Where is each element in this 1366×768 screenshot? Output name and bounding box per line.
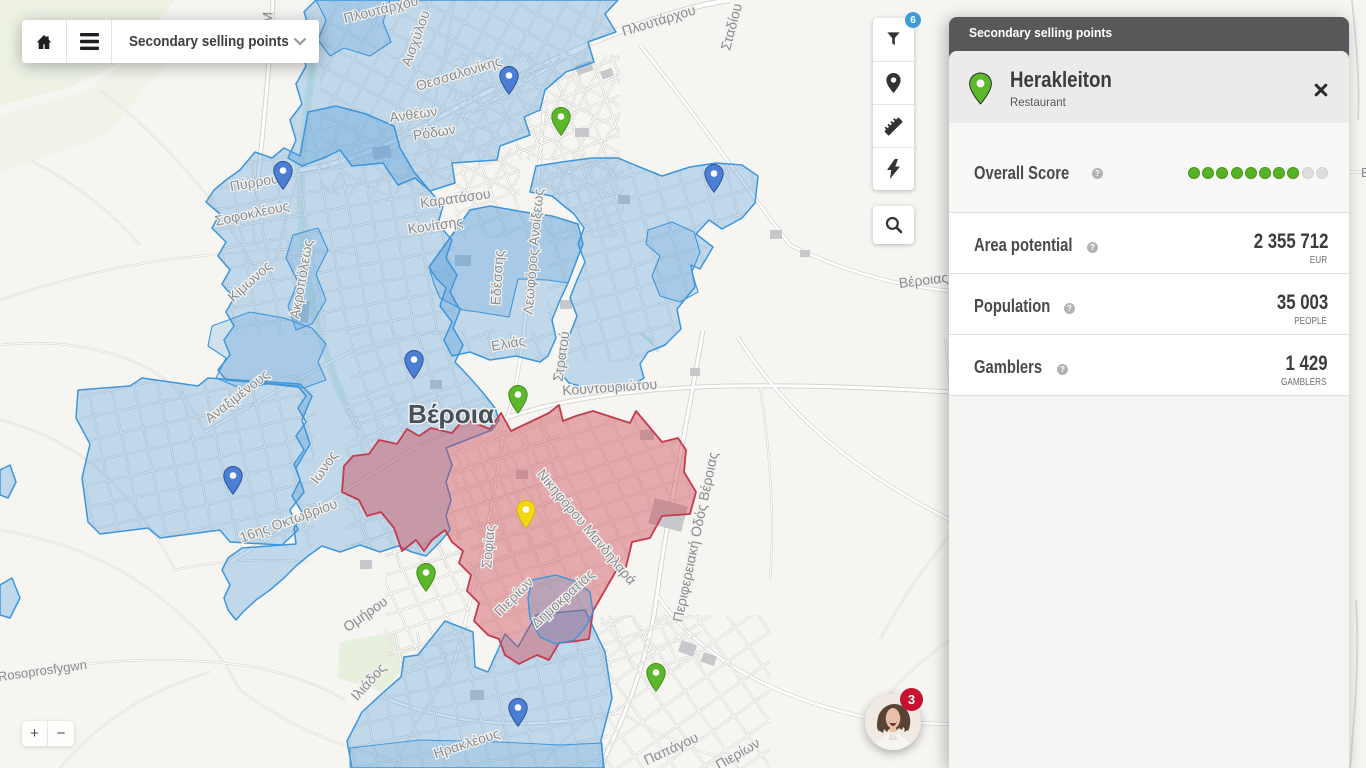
svg-text:Κουντουριώτου: Κουντουριώτου (562, 376, 658, 399)
svg-text:Βέροια: Βέροια (408, 399, 494, 429)
svg-text:Β: Β (1361, 165, 1366, 180)
svg-text:Εδέσσης: Εδέσσης (487, 249, 507, 305)
svg-text:Σοφίας: Σοφίας (478, 524, 498, 569)
